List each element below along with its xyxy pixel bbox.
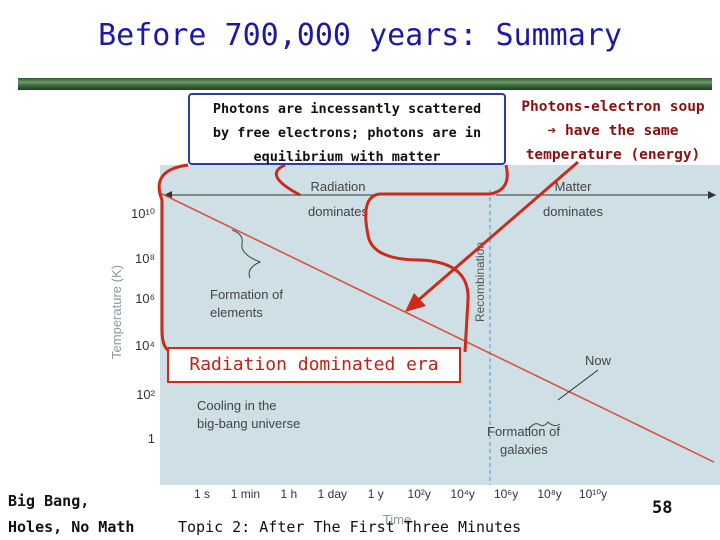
y-tick-label: 10¹⁰ (131, 206, 155, 221)
y-axis-label: Temperature (K) (109, 265, 124, 359)
y-tick-label: 10⁴ (135, 338, 155, 353)
soup-callout: Photons-electron soup ➔ have the same te… (508, 95, 718, 167)
x-axis-label: Time (383, 512, 411, 527)
annotation-formation-elements: Formation of (210, 287, 283, 302)
footer-course-2: Holes, No Math (8, 518, 135, 536)
x-tick-label: 1 y (368, 487, 384, 501)
x-tick-label: 10⁸y (537, 487, 561, 501)
annotation-cooling-2: big-bang universe (197, 416, 300, 431)
title-divider (18, 78, 712, 90)
x-tick-label: 1 min (231, 487, 260, 501)
annotation-matter: Matter (555, 179, 593, 194)
page-number: 58 (652, 498, 673, 518)
y-tick-label: 1 (148, 431, 155, 446)
annotation-radiation-dominates: dominates (308, 204, 368, 219)
x-tick-label: 1 day (318, 487, 347, 501)
annotation-radiation: Radiation (311, 179, 366, 194)
now-arrow (557, 369, 599, 401)
callout-connector-mid (274, 163, 301, 197)
footer-course-1: Big Bang, (8, 492, 90, 510)
scattering-line-2: by free electrons; photons are in (212, 125, 482, 141)
slide-title: Before 700,000 years: Summary (98, 18, 622, 53)
y-tick-label: 10⁶ (135, 291, 155, 306)
temperature-line (159, 192, 715, 463)
x-tick-label: 1 s (194, 487, 210, 501)
soup-arrow (414, 160, 579, 305)
callout-connector-right (364, 164, 509, 353)
scattering-line-1: Photons are incessantly scattered (212, 101, 482, 117)
galaxies-brace (527, 421, 561, 431)
radiation-era-label: Radiation dominated era (167, 347, 461, 383)
annotation-now: Now (585, 353, 612, 368)
x-tick-label: 1 h (281, 487, 298, 501)
matter-arrowhead (708, 191, 716, 199)
annotation-recombination: Recombination (473, 242, 487, 322)
annotation-matter-dominates: dominates (543, 204, 603, 219)
elements-brace (231, 229, 262, 279)
scattering-callout: Photons are incessantly scattered by fre… (188, 93, 506, 165)
soup-line-2: ➔ have the same (547, 123, 679, 139)
annotation-formation-galaxies: Formation of (487, 424, 560, 439)
y-tick-labels: 10¹⁰ 10⁸ 10⁶ 10⁴ 10² 1 (131, 206, 156, 446)
plot-background (160, 165, 720, 485)
callout-connector-left (157, 163, 189, 354)
x-tick-label: 10²y (408, 487, 431, 501)
scattering-line-3: equilibrium with matter (253, 149, 441, 165)
soup-line-3: temperature (energy) (525, 147, 701, 163)
y-tick-label: 10² (136, 387, 155, 402)
soup-arrowhead (405, 293, 426, 312)
x-tick-label: 10⁴y (450, 487, 475, 501)
x-tick-labels: 1 s 1 min 1 h 1 day 1 y 10²y 10⁴y 10⁶y 10⁸y 10¹⁰y (194, 487, 607, 501)
annotation-formation-galaxies-2: galaxies (500, 442, 548, 457)
soup-line-1: Photons-electron soup (521, 99, 705, 115)
footer-topic: Topic 2: After The First Three Minutes (178, 518, 522, 536)
x-tick-label: 10¹⁰y (579, 487, 607, 501)
x-tick-label: 10⁶y (494, 487, 518, 501)
annotation-cooling: Cooling in the (197, 398, 277, 413)
y-tick-label: 10⁸ (135, 251, 155, 266)
annotation-formation-elements-2: elements (210, 305, 263, 320)
